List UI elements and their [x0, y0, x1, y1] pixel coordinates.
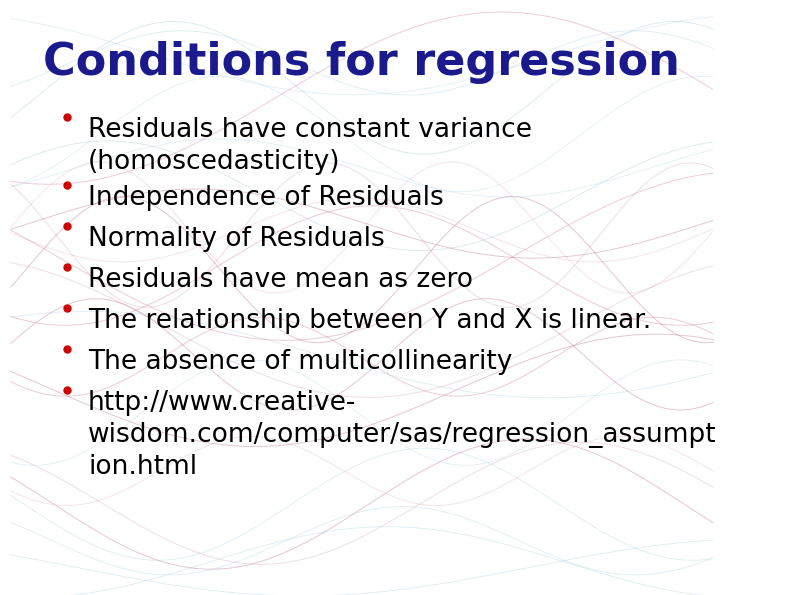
Text: Residuals have constant variance
(homoscedasticity): Residuals have constant variance (homosc…	[88, 117, 532, 175]
Text: The absence of multicollinearity: The absence of multicollinearity	[88, 349, 512, 375]
Text: Independence of Residuals: Independence of Residuals	[88, 184, 444, 211]
Text: Residuals have mean as zero: Residuals have mean as zero	[88, 267, 473, 293]
Text: Conditions for regression: Conditions for regression	[44, 41, 680, 84]
Text: http://www.creative-
wisdom.com/computer/sas/regression_assumpt
ion.html: http://www.creative- wisdom.com/computer…	[88, 390, 717, 480]
Text: The relationship between Y and X is linear.: The relationship between Y and X is line…	[88, 308, 651, 334]
Text: Normality of Residuals: Normality of Residuals	[88, 226, 385, 252]
